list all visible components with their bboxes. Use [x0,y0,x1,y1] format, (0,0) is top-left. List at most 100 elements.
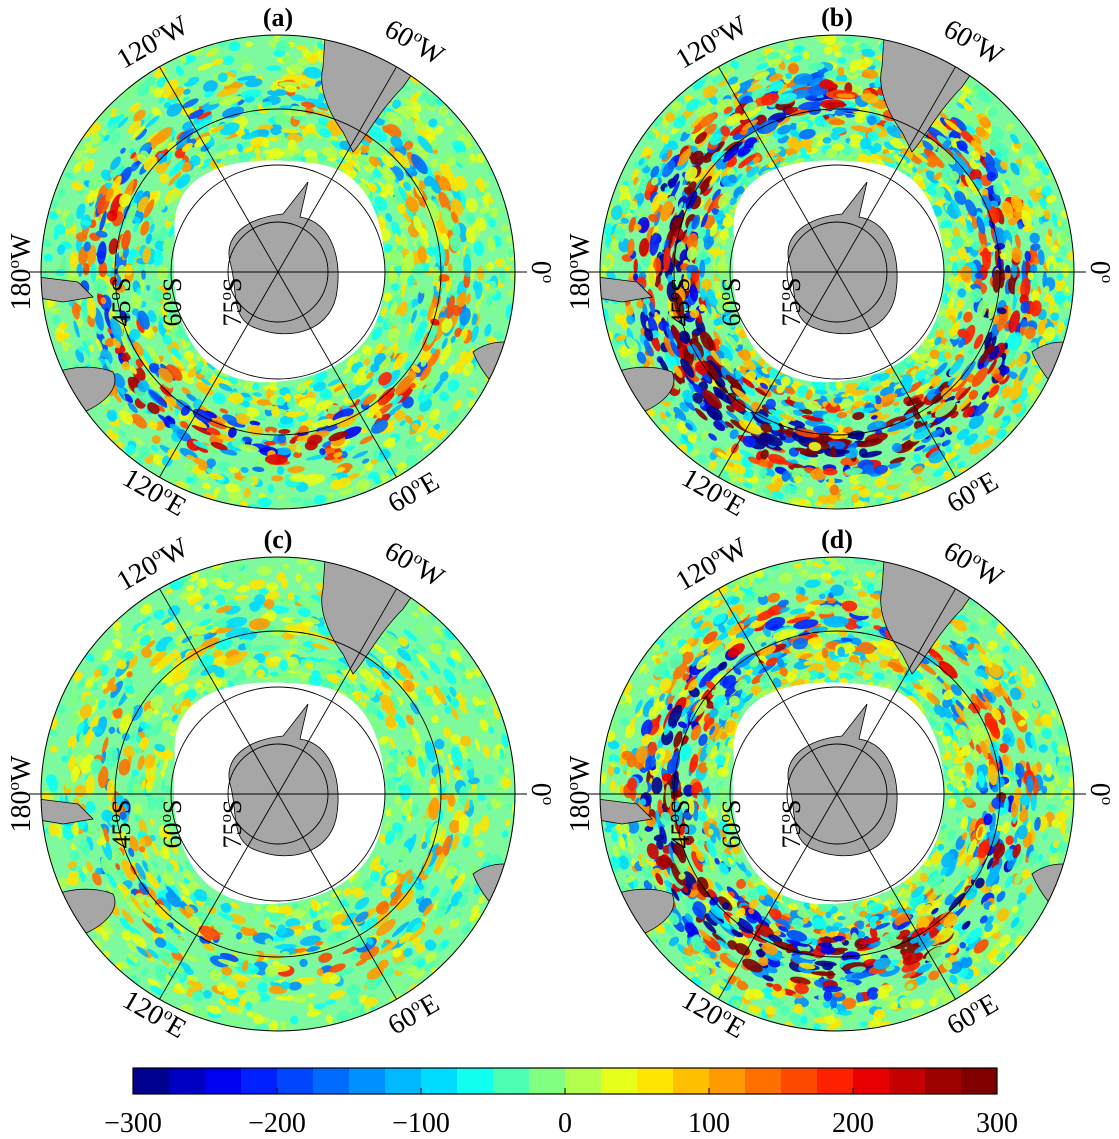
anomaly-patch [470,325,479,343]
anomaly-patch [944,351,952,360]
anomaly-patch [453,140,466,155]
anomaly-patch [996,428,1007,440]
label-60s-number: 60 [717,300,746,326]
anomaly-patch [311,418,334,429]
anomaly-patch [399,221,411,229]
anomaly-patch [394,151,411,169]
label-60s: 60oS [156,278,187,327]
anomaly-patch [682,389,695,403]
anomaly-patch [768,161,776,169]
anomaly-patch [760,449,769,460]
map-disk [600,35,1074,509]
anomaly-patch [1027,271,1034,281]
anomaly-patch [1000,420,1009,429]
anomaly-patch [979,117,991,129]
anomaly-patch [362,393,377,406]
anomaly-patch [245,41,253,48]
anomaly-patch [163,79,179,92]
anomaly-patch [924,365,934,376]
anomaly-patch [204,372,212,381]
anomaly-patch [636,182,644,195]
anomaly-patch [951,261,959,277]
anomaly-patch [911,150,929,163]
anomaly-patch [626,336,635,348]
anomaly-patch [812,410,823,418]
anomaly-patch [51,314,61,325]
anomaly-patch [708,460,717,470]
anomaly-patch [78,346,85,353]
anomaly-patch [131,259,136,269]
anomaly-patch [914,353,926,364]
anomaly-patch [894,466,904,473]
anomaly-patch [933,330,944,338]
anomaly-patch [1008,371,1019,380]
anomaly-patch [805,143,812,154]
anomaly-patch [728,174,737,184]
anomaly-patch [205,445,220,454]
anomaly-patch [395,374,414,395]
anomaly-patch [265,153,280,158]
label-60e-direction: E [973,466,1003,501]
anomaly-patch [252,382,260,391]
anomaly-patch [452,335,464,356]
anomaly-patch [834,109,845,117]
anomaly-patch [447,364,455,375]
anomaly-patch [1008,310,1021,333]
anomaly-patch [618,345,630,358]
anomaly-patch [1000,160,1009,171]
anomaly-patch [183,76,200,87]
anomaly-patch [163,319,174,330]
anomaly-patch [241,392,251,398]
anomaly-patch [425,94,438,107]
anomaly-patch [364,461,373,471]
anomaly-patch [611,337,618,349]
anomaly-patch [293,451,302,459]
anomaly-patch [981,188,989,196]
anomaly-patch [118,409,134,425]
anomaly-patch [401,281,406,298]
anomaly-patch [956,299,965,309]
graticule [29,66,527,478]
anomaly-patch [698,250,708,260]
anomaly-patch [152,126,173,146]
anomaly-patch [779,435,787,441]
anomaly-patch [376,165,389,177]
anomaly-patch [823,70,839,79]
anomaly-patch [270,84,278,91]
anomaly-patch [438,176,451,191]
anomaly-patch [106,409,117,420]
anomaly-patch [136,287,141,296]
anomaly-patch [180,161,192,173]
anomaly-patch [619,301,625,314]
label-75s-direction: S [218,278,247,292]
anomaly-patch [315,371,328,381]
anomaly-patch [651,176,659,186]
anomaly-patch [847,430,865,440]
anomaly-patch [411,422,420,431]
anomaly-patch [147,310,157,323]
anomaly-patch [743,482,753,489]
anomaly-patch [204,410,217,419]
anomaly-patch [694,408,708,421]
anomaly-patch [427,427,438,439]
anomaly-patch [277,494,285,500]
anomaly-patch [465,365,475,374]
anomaly-patch [327,416,350,426]
anomaly-patch [636,351,647,364]
anomaly-patch [1015,159,1022,168]
panel-a: (a) 120oW 60oW 180oW 0o 120oE 60oE 45oS 60oS 75oS [0,0,560,528]
anomaly-patch [1004,345,1017,366]
anomaly-patch [56,244,66,255]
anomaly-patch [217,489,225,500]
panel-label: (a) [263,3,293,32]
anomaly-patch [315,152,328,162]
anomaly-patch [112,372,126,388]
anomaly-patch [80,219,92,227]
anomaly-patch [718,192,731,209]
anomaly-patch [293,115,306,121]
anomaly-patch [418,284,426,294]
anomaly-patch [319,448,326,456]
anomaly-patch [661,424,670,433]
anomaly-patch [645,130,657,141]
anomaly-patch [221,55,235,66]
